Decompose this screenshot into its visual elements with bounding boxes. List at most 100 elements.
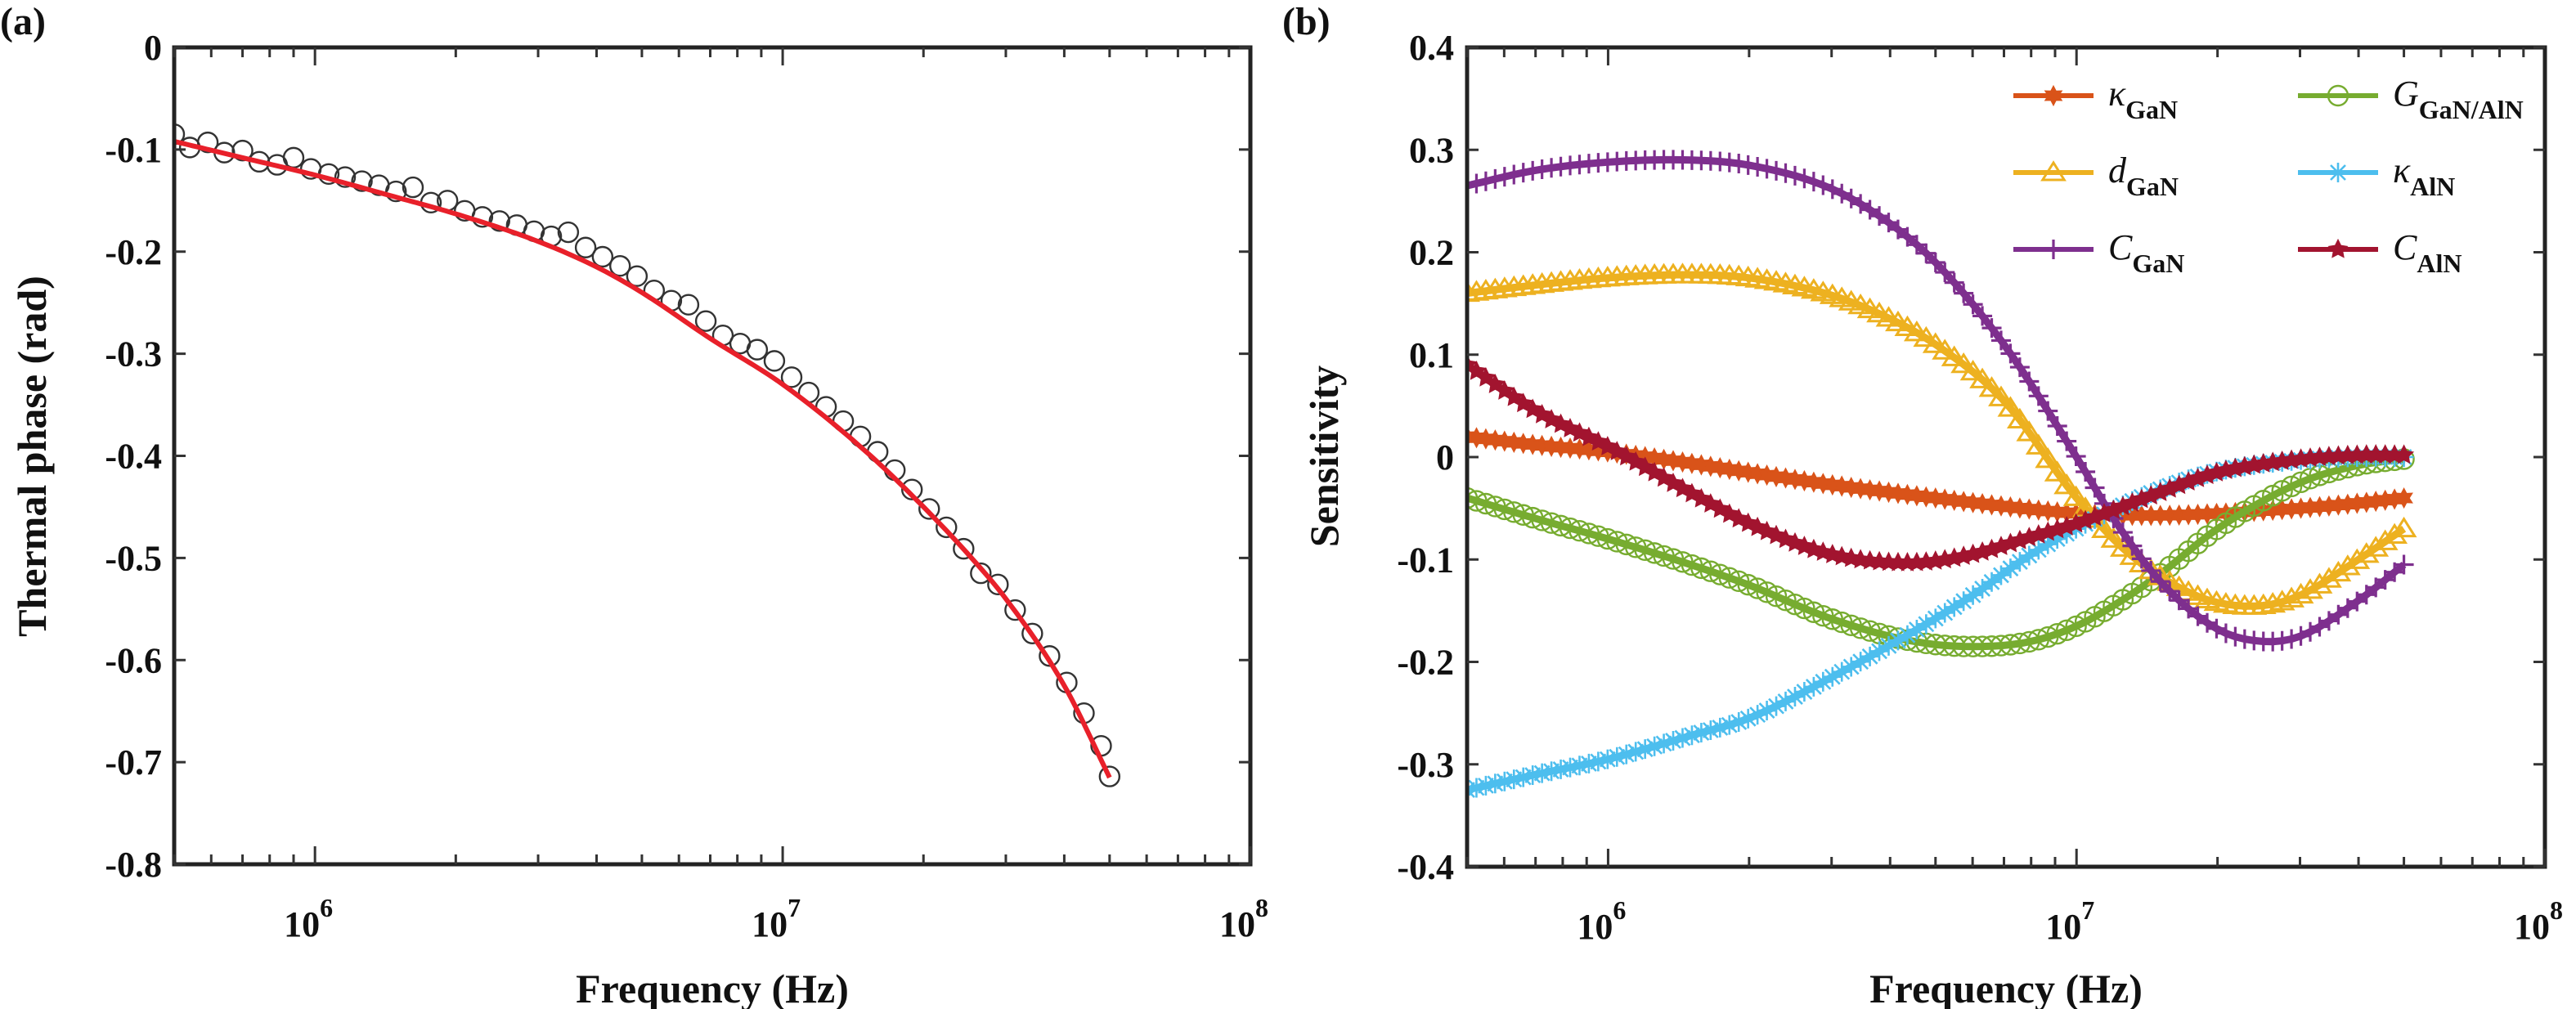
data-point (2057, 431, 2077, 451)
data-point (1803, 172, 1824, 192)
data-point (1875, 306, 1902, 327)
legend-item-kappa-gan: κGaN (2013, 74, 2178, 124)
panel-b-x-ticks: 106 107 108 (1465, 47, 2563, 947)
data-point (2044, 460, 2071, 482)
data-point (1963, 294, 1983, 315)
data-point (1681, 554, 1703, 576)
x-tick-exponent: 8 (2550, 895, 2563, 925)
series-fit (174, 138, 1112, 779)
legend-subscript: GaN (2126, 172, 2179, 201)
data-point (2390, 516, 2417, 538)
data-point (2047, 529, 2067, 549)
data-point (1748, 705, 1768, 725)
panel-b-label: (b) (1282, 0, 1331, 43)
y-tick-label: -0.5 (105, 538, 162, 578)
data-point (2019, 371, 2040, 392)
x-tick-label: 108 (1219, 893, 1268, 944)
panel-a-plot-area (174, 123, 1121, 787)
data-point (2112, 522, 2133, 543)
data-point (1812, 604, 1834, 627)
data-point (953, 537, 975, 560)
legend-subscript: GaN (2132, 249, 2184, 278)
x-tick-base: 10 (2514, 907, 2550, 947)
data-point (2016, 420, 2043, 442)
data-point (2300, 621, 2321, 642)
data-point (2038, 534, 2058, 554)
series-c-aln (1467, 354, 2415, 572)
data-point (1935, 262, 1955, 283)
y-tick-label: -0.1 (1397, 540, 1454, 580)
data-point (1972, 306, 1993, 326)
panel-b-sensitivity: (b) 106 107 108 0.40.30.20.10-0.1-0.2-0.3-… (1282, 0, 2563, 1009)
y-tick-label: -0.3 (1397, 745, 1454, 785)
data-point (2334, 554, 2361, 576)
data-point (2028, 386, 2049, 406)
data-point (780, 366, 803, 388)
data-point (626, 265, 648, 287)
y-tick-label: -0.6 (105, 640, 162, 680)
legend-symbol: C (2108, 227, 2133, 267)
legend-marker (2044, 240, 2063, 259)
data-point (1467, 176, 1477, 196)
y-tick-label: -0.4 (1397, 847, 1454, 887)
data-point (402, 176, 424, 199)
data-point (1616, 744, 1636, 765)
data-point (1878, 635, 1899, 656)
panel-a-thermal-phase: (a) 106 107 108 0-0.1-0.2-0.3-0.4-0.5-0.6-… (0, 0, 1268, 1009)
data-point (1532, 159, 1552, 180)
data-point (1475, 775, 1496, 796)
data-point (1860, 646, 1880, 666)
panel-a-y-axis-title: Thermal phase (rad) (9, 276, 55, 637)
data-point (2344, 548, 2371, 569)
data-point (2272, 630, 2292, 651)
data-point (2141, 560, 2161, 581)
panel-a-x-ticks: 106 107 108 (173, 47, 1268, 944)
data-point (2394, 444, 2415, 464)
x-tick-label: 108 (2514, 895, 2563, 947)
data-point (1959, 359, 1986, 381)
legend-subscript: AlN (2410, 172, 2455, 201)
data-point (1765, 585, 1788, 608)
y-tick-label: 0.4 (1409, 28, 1454, 68)
data-point (334, 166, 357, 188)
data-point (2100, 527, 2127, 548)
x-tick-base: 10 (1577, 907, 1613, 947)
data-point (2225, 626, 2246, 647)
y-tick-label: -0.3 (105, 334, 162, 374)
data-point (1922, 332, 1949, 353)
data-point (1485, 168, 1506, 189)
data-point (1793, 597, 1815, 620)
data-point (1813, 175, 1833, 195)
data-point (2046, 622, 2068, 645)
legend-marker (2327, 238, 2349, 258)
data-point (1832, 661, 1852, 682)
data-point (1626, 742, 1646, 762)
data-point (1746, 577, 1769, 599)
data-point (1916, 614, 1936, 635)
data-point (608, 255, 631, 277)
legend-symbol: d (2108, 150, 2127, 191)
data-point (2290, 471, 2312, 494)
data-point (1894, 315, 1921, 337)
data-point (1756, 581, 1778, 603)
data-point (1635, 739, 1655, 760)
data-point (1972, 578, 1993, 599)
data-point (2009, 357, 2030, 378)
data-point (1663, 730, 1684, 751)
data-point (1699, 560, 1722, 582)
data-point (2215, 623, 2236, 644)
data-point (1710, 717, 1730, 738)
data-point (1802, 601, 1825, 623)
data-point (2353, 542, 2380, 563)
data-point (2122, 536, 2143, 556)
x-tick-exponent: 7 (788, 893, 801, 922)
data-point (1729, 153, 1749, 173)
data-point (1021, 622, 1043, 644)
data-point (746, 339, 769, 361)
fit-line (174, 138, 1112, 779)
data-point (2047, 416, 2067, 437)
data-point (1897, 226, 1918, 247)
y-tick-label: -0.8 (105, 845, 162, 885)
x-tick-label: 107 (752, 893, 801, 944)
